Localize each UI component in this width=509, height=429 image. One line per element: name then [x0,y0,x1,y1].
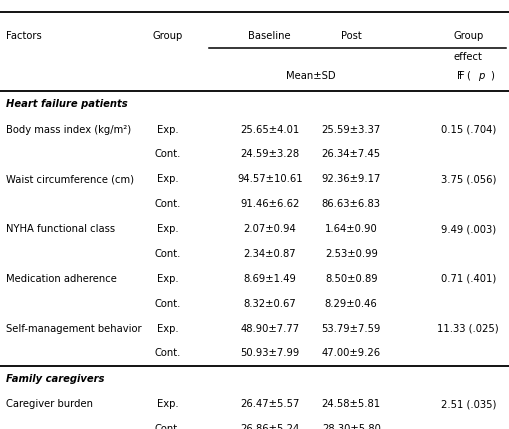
Text: Group: Group [453,30,484,41]
Text: Cont.: Cont. [155,149,181,160]
Text: 91.46±6.62: 91.46±6.62 [240,199,299,209]
Text: 8.50±0.89: 8.50±0.89 [325,274,378,284]
Text: (: ( [466,70,470,81]
Text: 50.93±7.99: 50.93±7.99 [240,348,299,359]
Text: Cont.: Cont. [155,424,181,429]
Text: 2.51 (.035): 2.51 (.035) [441,399,496,409]
Text: 25.65±4.01: 25.65±4.01 [240,124,299,135]
Text: Medication adherence: Medication adherence [6,274,117,284]
Text: 86.63±6.83: 86.63±6.83 [322,199,381,209]
Text: Exp.: Exp. [157,174,179,184]
Text: 53.79±7.59: 53.79±7.59 [322,323,381,334]
Text: Exp.: Exp. [157,124,179,135]
Text: Self-management behavior: Self-management behavior [6,323,142,334]
Text: 47.00±9.26: 47.00±9.26 [322,348,381,359]
Text: Cont.: Cont. [155,299,181,309]
Text: Post: Post [341,30,361,41]
Text: 94.57±10.61: 94.57±10.61 [237,174,302,184]
Text: Group: Group [153,30,183,41]
Text: 0.15 (.704): 0.15 (.704) [441,124,496,135]
Text: Exp.: Exp. [157,274,179,284]
Text: 25.59±3.37: 25.59±3.37 [322,124,381,135]
Text: Baseline: Baseline [248,30,291,41]
Text: Cont.: Cont. [155,348,181,359]
Text: effect: effect [454,52,483,62]
Text: Exp.: Exp. [157,224,179,234]
Text: 92.36±9.17: 92.36±9.17 [322,174,381,184]
Text: Factors: Factors [6,30,42,41]
Text: 2.53±0.99: 2.53±0.99 [325,249,378,259]
Text: 26.47±5.57: 26.47±5.57 [240,399,299,409]
Text: Mean±SD: Mean±SD [286,70,335,81]
Text: 26.34±7.45: 26.34±7.45 [322,149,381,160]
Text: F: F [458,70,463,81]
Text: 2.07±0.94: 2.07±0.94 [243,224,296,234]
Text: F: F [460,70,468,81]
Text: 8.32±0.67: 8.32±0.67 [243,299,296,309]
Text: Cont.: Cont. [155,249,181,259]
Text: 24.59±3.28: 24.59±3.28 [240,149,299,160]
Text: p: p [478,70,484,81]
Text: 24.58±5.81: 24.58±5.81 [322,399,381,409]
Text: F  (: F ( [451,70,468,81]
Text: Waist circumference (cm): Waist circumference (cm) [6,174,134,184]
Text: 28.30±5.80: 28.30±5.80 [322,424,381,429]
Text: NYHA functional class: NYHA functional class [6,224,115,234]
Text: 1.64±0.90: 1.64±0.90 [325,224,378,234]
Text: 3.75 (.056): 3.75 (.056) [441,174,496,184]
Text: Cont.: Cont. [155,199,181,209]
Text: 48.90±7.77: 48.90±7.77 [240,323,299,334]
Text: 8.29±0.46: 8.29±0.46 [325,299,378,309]
Text: Caregiver burden: Caregiver burden [6,399,93,409]
Text: Exp.: Exp. [157,323,179,334]
Text: Family caregivers: Family caregivers [6,374,105,384]
Text: Heart failure patients: Heart failure patients [6,99,128,109]
Text: 11.33 (.025): 11.33 (.025) [437,323,499,334]
Text: 8.69±1.49: 8.69±1.49 [243,274,296,284]
Text: Exp.: Exp. [157,399,179,409]
Text: 2.34±0.87: 2.34±0.87 [243,249,296,259]
Text: Body mass index (kg/m²): Body mass index (kg/m²) [6,124,131,135]
Text: 0.71 (.401): 0.71 (.401) [441,274,496,284]
Text: 9.49 (.003): 9.49 (.003) [441,224,496,234]
Text: 26.86±5.24: 26.86±5.24 [240,424,299,429]
Text: ): ) [490,70,494,81]
